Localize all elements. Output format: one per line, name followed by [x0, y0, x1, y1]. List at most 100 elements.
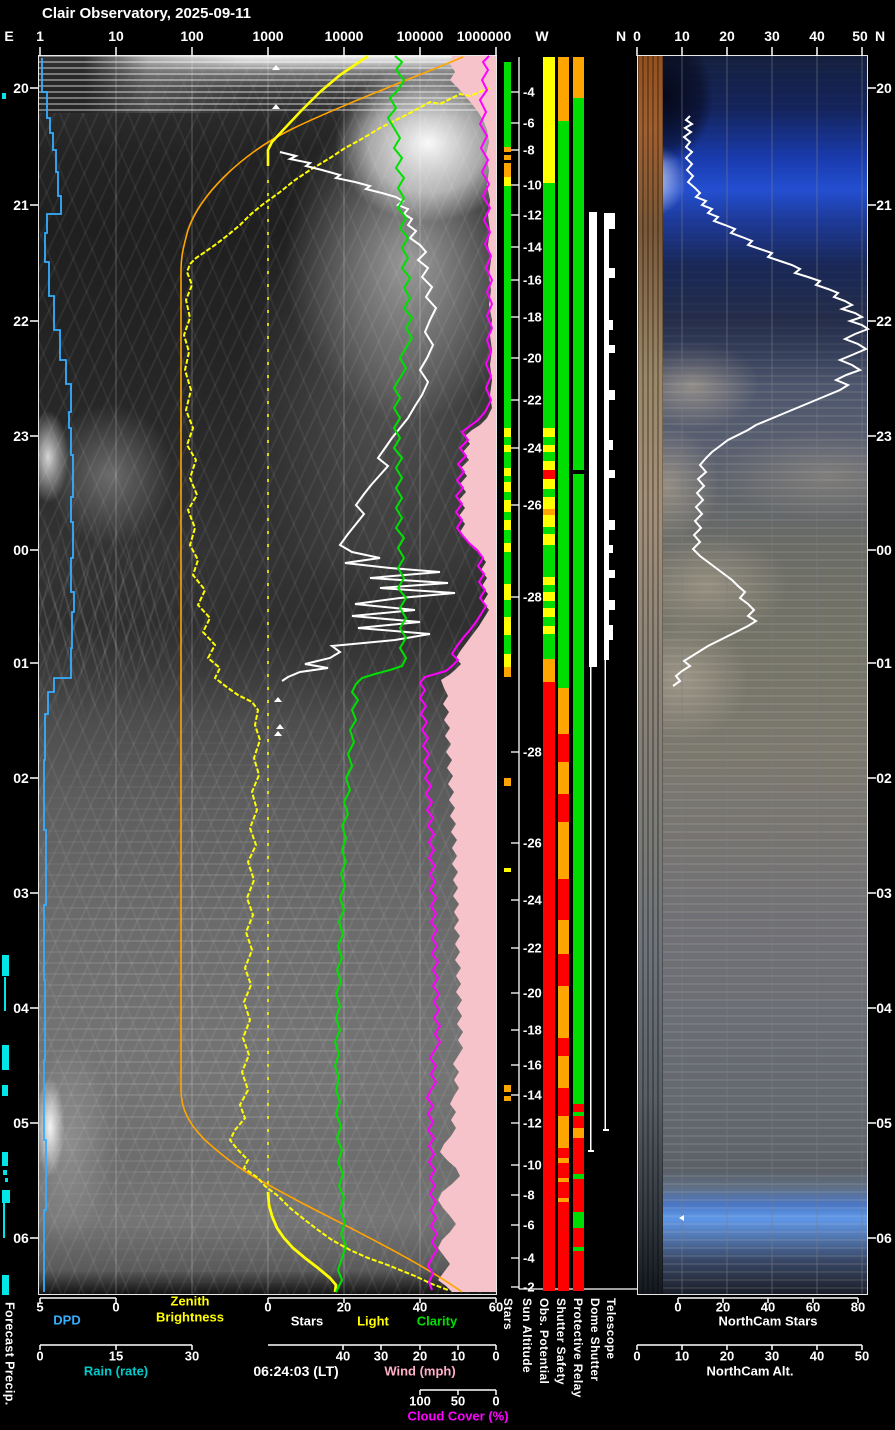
north-compass-label-right: N — [874, 28, 886, 44]
status-column-label: Sun Altitude — [520, 1298, 534, 1374]
stars-light-clarity-axis-tick: 60 — [488, 1299, 504, 1315]
dpd-axis-tick: 0 — [112, 1299, 120, 1315]
sun-altitude-label-evening: -4 — [523, 84, 535, 100]
log-axis-tick: 100000 — [396, 28, 444, 44]
status-column-label: Shutter Safety — [554, 1298, 568, 1385]
wind-axis-tick: 0 — [492, 1348, 500, 1364]
sun-altitude-label-morning: -22 — [523, 940, 542, 956]
northcam-stars-axis-tick: 60 — [805, 1299, 821, 1315]
zenith-brightness-line — [182, 87, 491, 1291]
brightness-model-line — [180, 56, 464, 1293]
zenith-brightness-axis-name-line1: Zenith — [170, 1293, 210, 1309]
status-bar-obs-potential — [543, 57, 555, 1291]
time-label-right: 21 — [876, 197, 892, 213]
sun-altitude-label-morning: -26 — [523, 835, 542, 851]
northcam-keogram-image — [637, 55, 868, 1295]
sun-altitude-label-evening: -8 — [523, 142, 535, 158]
time-label-left: 22 — [13, 313, 29, 329]
time-label-right: 06 — [876, 1230, 892, 1246]
wind-area-fill — [438, 56, 497, 1292]
northcam-alt-top-tick: 20 — [719, 28, 735, 44]
wind-axis-tick: 40 — [335, 1348, 351, 1364]
time-label-right: 01 — [876, 655, 892, 671]
time-label-left: 04 — [13, 1000, 29, 1016]
cloud-cover-axis-tick: 0 — [492, 1393, 500, 1409]
sun-altitude-label-evening: -6 — [523, 115, 535, 131]
stars-light-clarity-axis-tick: 20 — [336, 1299, 352, 1315]
northcam-alt-top-tick: 0 — [633, 28, 641, 44]
sun-altitude-label-morning: -4 — [523, 1250, 535, 1266]
northcam-stars-line — [672, 115, 871, 687]
northcam-alt-top-tick: 10 — [674, 28, 690, 44]
sun-altitude-label-morning: -28 — [523, 744, 542, 760]
sun-altitude-label-morning: -6 — [523, 1217, 535, 1233]
status-bar-telescope — [603, 213, 615, 1131]
sun-altitude-label-morning: -12 — [523, 1115, 542, 1131]
stars-light-clarity-axis-tick: 0 — [264, 1299, 272, 1315]
cloud-cover-axis-tick: 100 — [409, 1393, 431, 1409]
sun-altitude-label-morning: -24 — [523, 892, 542, 908]
local-time-clock: 06:24:03 (LT) — [253, 1363, 339, 1379]
northcam-stars-axis-tick: 0 — [674, 1299, 682, 1315]
status-column-label: Dome Shutter — [588, 1298, 602, 1382]
status-bar-dome-shutter — [588, 212, 597, 1152]
dpd-axis-name: DPD — [53, 1312, 81, 1328]
sun-altitude-label-evening: -12 — [523, 207, 542, 223]
northcam-alt-axis-tick: 10 — [674, 1348, 690, 1364]
dpd-axis-tick: 5 — [36, 1299, 44, 1315]
stars-line — [279, 151, 456, 682]
northcam-sunset-strip — [637, 55, 663, 1295]
northcam-alt-axis-tick: 50 — [854, 1348, 870, 1364]
northcam-alt-axis-tick: 30 — [764, 1348, 780, 1364]
wind-axis-tick: 30 — [373, 1348, 389, 1364]
northcam-alt-axis-tick: 40 — [809, 1348, 825, 1364]
sun-altitude-label-evening: -26 — [523, 497, 542, 513]
clarity-line — [333, 55, 414, 1293]
time-label-left: 20 — [13, 80, 29, 96]
status-column-label: Stars — [501, 1298, 515, 1331]
log-axis-tick: 1000000 — [456, 28, 512, 44]
clarity-axis-name: Clarity — [416, 1313, 458, 1329]
time-label-left: 23 — [13, 428, 29, 444]
northcam-alt-top-tick: 40 — [809, 28, 825, 44]
northcam-alt-top-tick: 30 — [764, 28, 780, 44]
northcam-stars-axis-name: NorthCam Stars — [718, 1313, 818, 1329]
time-label-left: 05 — [13, 1115, 29, 1131]
northcam-stars-axis-tick: 20 — [715, 1299, 731, 1315]
axis-tick-marks — [30, 47, 876, 1239]
time-label-left: 06 — [13, 1230, 29, 1246]
time-label-right: 20 — [876, 80, 892, 96]
sun-altitude-label-evening: -10 — [523, 177, 542, 193]
time-label-right: 04 — [876, 1000, 892, 1016]
data-gap-markers — [272, 65, 684, 1221]
sun-altitude-label-morning: -8 — [523, 1187, 535, 1203]
time-label-right: 03 — [876, 885, 892, 901]
east-compass-label: E — [4, 28, 14, 44]
log-axis-tick: 1000 — [252, 28, 284, 44]
sun-altitude-label-morning: -18 — [523, 1022, 542, 1038]
page-title: Clair Observatory, 2025-09-11 — [42, 5, 252, 22]
time-label-right: 05 — [876, 1115, 892, 1131]
time-label-right: 02 — [876, 770, 892, 786]
time-label-left: 01 — [13, 655, 29, 671]
allsky-cloud-streaks — [38, 470, 338, 730]
time-label-left: 03 — [13, 885, 29, 901]
time-label-right: 00 — [876, 542, 892, 558]
wind-axis-tick: 10 — [450, 1348, 466, 1364]
north-compass-label-left: N — [615, 28, 627, 44]
northcam-alt-axis-tick: 20 — [719, 1348, 735, 1364]
northcam-stars-axis-tick: 80 — [850, 1299, 866, 1315]
forecast-precip-marks — [2, 93, 10, 1295]
sun-altitude-label-evening: -22 — [523, 392, 542, 408]
log-axis-tick: 10 — [108, 28, 124, 44]
light-axis-name: Light — [357, 1313, 389, 1329]
status-bar-shutter-safety — [558, 57, 569, 1291]
sun-altitude-label-morning: -14 — [523, 1087, 542, 1103]
sun-altitude-label-evening: -28 — [523, 589, 542, 605]
cloud-cover-line — [418, 55, 494, 1291]
rain-axis-tick: 0 — [36, 1348, 44, 1364]
sun-altitude-label-evening: -16 — [523, 272, 542, 288]
sun-altitude-label-evening: -20 — [523, 350, 542, 366]
